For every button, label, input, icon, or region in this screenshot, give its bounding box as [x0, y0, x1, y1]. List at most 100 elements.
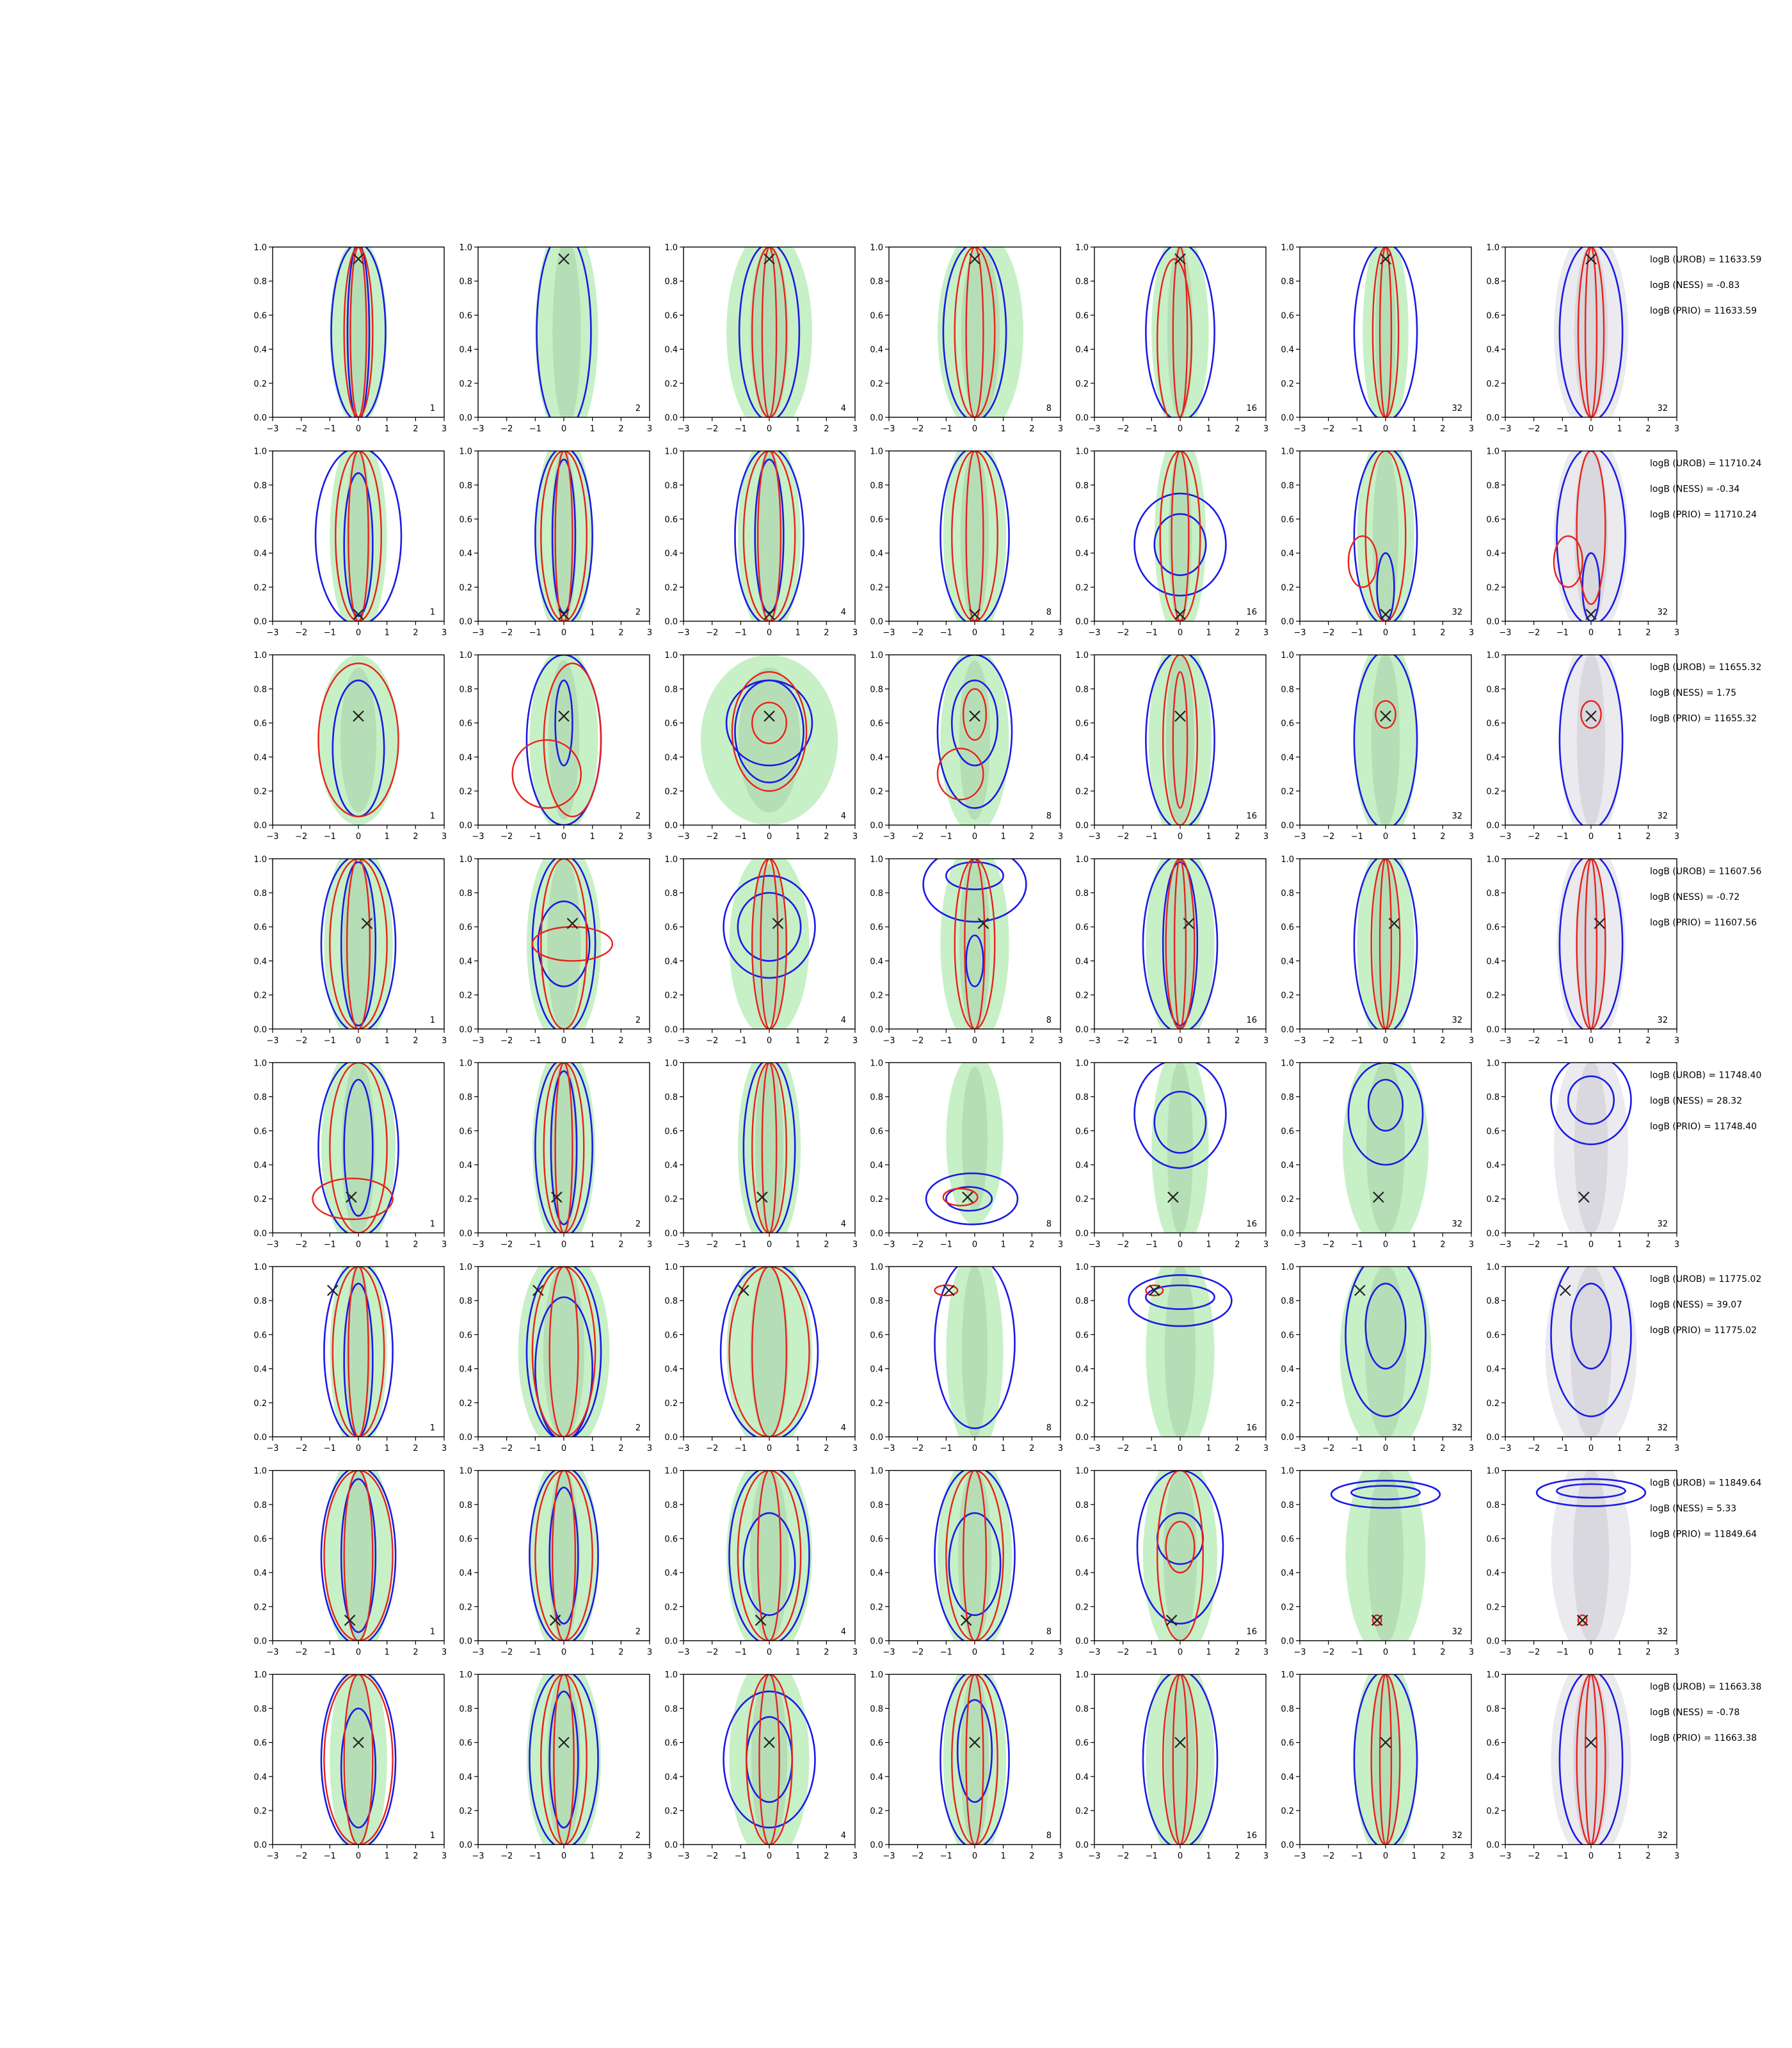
red-contour-2 — [965, 451, 984, 621]
red-contour-1 — [954, 858, 996, 1029]
x-axis: −3 −2 −1 0 1 2 3 — [1499, 1640, 1679, 1658]
y-tick-label: 0.2 — [664, 1399, 678, 1409]
y-tick-label: 0.8 — [253, 481, 267, 491]
truth-marker — [1165, 1614, 1178, 1626]
blue-contour-2 — [548, 1486, 579, 1625]
density-fill-inner — [550, 451, 577, 621]
x-tick-label: −2 — [1322, 1240, 1334, 1249]
truth-marker — [764, 710, 775, 722]
x-tick-label: −3 — [883, 628, 895, 638]
x-tick-label: −2 — [1322, 1036, 1334, 1046]
y-tick-label: 0.4 — [1075, 549, 1089, 559]
red-contour-1 — [731, 671, 808, 792]
blue-contour-1 — [323, 1267, 394, 1437]
panel-r2-c4: −3 −2 −1 0 1 2 3 0.0 0.2 0.4 0.6 0.8 1.0 8 — [870, 447, 1063, 638]
y-tick-label: 0.0 — [1281, 1229, 1294, 1238]
x-axis: −3 −2 −1 0 1 2 3 — [1499, 1844, 1679, 1861]
y-axis: 0.0 0.2 0.4 0.6 0.8 1.0 — [1281, 1467, 1300, 1647]
x-tick-label: 1 — [1412, 1240, 1417, 1249]
truth-marker — [1585, 710, 1597, 722]
x-tick-label: 2 — [1645, 628, 1651, 638]
x-tick-label: 3 — [647, 832, 652, 842]
x-axis: −3 −2 −1 0 1 2 3 — [1293, 1640, 1474, 1658]
x-tick-label: 2 — [618, 1036, 623, 1046]
x-tick-label: −1 — [735, 1036, 747, 1046]
blue-contour-2 — [343, 1283, 374, 1437]
x-tick-label: 2 — [1235, 1852, 1240, 1861]
y-tick-label: 0.0 — [1486, 1229, 1500, 1238]
y-tick-label: 0.4 — [870, 1161, 883, 1171]
density-fill-inner — [547, 858, 581, 1029]
x-axis: −3 −2 −1 0 1 2 3 — [1088, 1028, 1268, 1046]
x-tick-label: 1 — [1001, 424, 1006, 434]
x-tick-label: −2 — [500, 628, 513, 638]
truth-marker — [1373, 1191, 1384, 1203]
blue-contour-1 — [1556, 451, 1626, 621]
y-axis: 0.0 0.2 0.4 0.6 0.8 1.0 — [1281, 447, 1300, 627]
y-tick-label: 0.6 — [1281, 1331, 1294, 1340]
y-tick-label: 0.6 — [1281, 515, 1294, 525]
blue-contour-1 — [1558, 655, 1624, 826]
red-contour-1 — [1576, 451, 1606, 605]
y-axis: 0.0 0.2 0.4 0.6 0.8 1.0 — [1486, 243, 1505, 423]
panel-r4-c1: −3 −2 −1 0 1 2 3 0.0 0.2 0.4 0.6 0.8 1.0 1 — [253, 855, 447, 1046]
density-fill-inner — [961, 247, 1000, 417]
x-tick-label: 3 — [1263, 1240, 1268, 1249]
x-tick-label: 1 — [1617, 1852, 1622, 1861]
x-tick-label: 2 — [824, 1444, 829, 1453]
y-tick-label: 1.0 — [459, 1467, 472, 1476]
x-tick-label: −1 — [529, 1852, 541, 1861]
logb-annotation-2: logB (NESS) = -0.83 — [1650, 280, 1740, 291]
x-tick-label: 2 — [1440, 1852, 1445, 1861]
x-tick-label: 3 — [1469, 1852, 1474, 1861]
y-tick-label: 0.6 — [1486, 311, 1500, 321]
x-tick-label: −3 — [1088, 1444, 1100, 1453]
x-axis: −3 −2 −1 0 1 2 3 — [883, 1844, 1063, 1861]
blue-contour-1 — [734, 451, 804, 621]
truth-marker — [755, 1614, 767, 1626]
plot-area — [723, 858, 816, 1029]
x-tick-label: −2 — [500, 832, 513, 842]
x-tick-label: 2 — [413, 424, 418, 434]
density-fill-inner — [547, 1674, 581, 1845]
red-contour-1 — [329, 858, 388, 1029]
y-axis: 0.0 0.2 0.4 0.6 0.8 1.0 — [664, 1263, 684, 1443]
y-tick-label: 0.0 — [1075, 1637, 1089, 1647]
blue-contour-1 — [1133, 1062, 1227, 1169]
y-tick-label: 0.0 — [870, 618, 883, 627]
density-fill-inner — [1574, 451, 1608, 621]
panel-r7-c5: −3 −2 −1 0 1 2 3 0.0 0.2 0.4 0.6 0.8 1.0 16 — [1075, 1467, 1268, 1658]
x-tick-label: −3 — [1088, 1648, 1100, 1658]
row-4: −3 −2 −1 0 1 2 3 0.0 0.2 0.4 0.6 0.8 1.0 1 −3 −2 −1 0 1 2 3 0… — [253, 855, 1761, 1046]
y-tick-label: 0.4 — [664, 1773, 678, 1782]
x-tick-label: 1 — [1206, 832, 1212, 842]
x-tick-label: −3 — [1499, 628, 1511, 638]
y-tick-label: 1.0 — [1486, 651, 1500, 660]
red-contour-1 — [1162, 1674, 1198, 1845]
x-tick-label: −2 — [706, 1648, 718, 1658]
x-tick-label: 1 — [1206, 1648, 1212, 1658]
x-tick-label: 1 — [1617, 1648, 1622, 1658]
y-tick-label: 0.8 — [1486, 685, 1500, 694]
row-8: −3 −2 −1 0 1 2 3 0.0 0.2 0.4 0.6 0.8 1.0 1 −3 −2 −1 0 1 2 3 0… — [253, 1670, 1761, 1861]
panel-r4-c6: −3 −2 −1 0 1 2 3 0.0 0.2 0.4 0.6 0.8 1.0 32 — [1281, 855, 1474, 1046]
x-axis: −3 −2 −1 0 1 2 3 — [1499, 1028, 1679, 1046]
x-tick-label: −1 — [324, 1240, 336, 1249]
blue-contour-2 — [554, 679, 573, 767]
blue-contour-1 — [1353, 655, 1418, 826]
y-tick-label: 0.0 — [664, 413, 678, 423]
x-tick-label: 3 — [1058, 1036, 1063, 1046]
panel-r1-c6: −3 −2 −1 0 1 2 3 0.0 0.2 0.4 0.6 0.8 1.0 32 — [1281, 243, 1474, 434]
y-tick-label: 0.8 — [253, 1704, 267, 1714]
panel-r8-c6: −3 −2 −1 0 1 2 3 0.0 0.2 0.4 0.6 0.8 1.0 32 — [1281, 1670, 1474, 1861]
y-tick-label: 0.4 — [870, 1569, 883, 1578]
y-tick-label: 0.8 — [870, 481, 883, 491]
truth-marker — [1594, 918, 1606, 929]
x-tick-label: −2 — [911, 628, 924, 638]
y-tick-label: 0.4 — [1075, 1161, 1089, 1171]
x-tick-label: 1 — [796, 1240, 801, 1249]
plot-area — [320, 1674, 397, 1845]
x-tick-label: −1 — [940, 1036, 952, 1046]
red-contour-2 — [756, 451, 782, 621]
x-tick-label: 0 — [767, 1036, 772, 1046]
